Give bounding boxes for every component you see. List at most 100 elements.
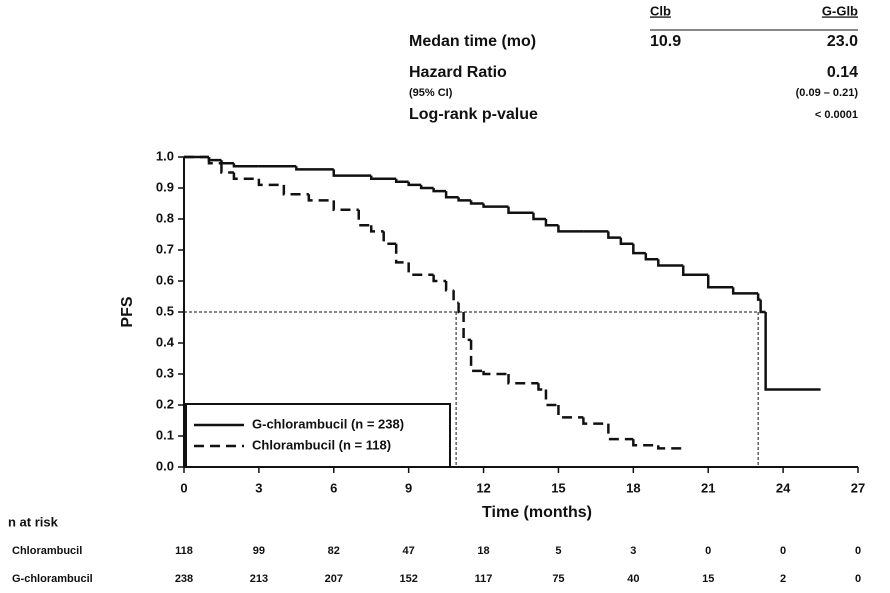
- legend-label: Chlorambucil (n = 118): [252, 437, 391, 452]
- km-step: [682, 265, 709, 277]
- y-tick-label: 0.3: [156, 365, 174, 380]
- risk-count: 0: [780, 545, 786, 557]
- x-tick-label: 3: [255, 480, 262, 495]
- km-step: [432, 188, 447, 193]
- km-step: [507, 374, 539, 385]
- risk-count: 75: [552, 573, 564, 585]
- risk-count: 238: [175, 573, 193, 585]
- km-step: [220, 163, 234, 174]
- km-step: [557, 405, 584, 419]
- km-step: [632, 243, 646, 255]
- stats-value: 10.9: [650, 33, 681, 50]
- km-step: [756, 293, 761, 301]
- risk-count: 117: [475, 573, 493, 585]
- risk-count: 3: [630, 545, 636, 557]
- risk-count: 0: [705, 545, 711, 557]
- x-tick-label: 15: [551, 480, 565, 495]
- risk-count: 47: [403, 545, 415, 557]
- x-tick-label: 24: [776, 480, 791, 495]
- km-step: [469, 339, 484, 373]
- risk-count: 0: [855, 545, 861, 557]
- x-tick-label: 27: [851, 480, 865, 495]
- x-tick-label: 6: [330, 480, 337, 495]
- stats-value: 23.0: [827, 33, 858, 50]
- legend-label: G-chlorambucil (n = 238): [252, 416, 404, 431]
- risk-count: 118: [175, 545, 193, 557]
- km-step: [544, 219, 559, 227]
- km-step: [582, 417, 609, 425]
- stats-value: < 0.0001: [815, 109, 858, 121]
- km-step: [537, 383, 546, 391]
- stats-label: (95% CI): [409, 87, 453, 99]
- km-step: [482, 370, 509, 376]
- km-step: [207, 157, 222, 165]
- km-step: [444, 191, 459, 199]
- y-tick-label: 0.4: [156, 334, 175, 349]
- x-tick-label: 0: [180, 480, 187, 495]
- km-step: [507, 206, 534, 215]
- km-step: [307, 194, 334, 202]
- km-step: [432, 274, 447, 283]
- y-tick-label: 0.2: [156, 396, 174, 411]
- km-step: [457, 197, 472, 202]
- km-step: [282, 184, 309, 196]
- risk-count: 2: [780, 573, 786, 585]
- y-tick-label: 1.0: [156, 148, 174, 163]
- km-step: [444, 281, 454, 292]
- risk-row-label: G-chlorambucil: [12, 573, 93, 585]
- x-axis-label: Time (months): [482, 504, 592, 521]
- risk-count: 0: [855, 573, 861, 585]
- km-step: [295, 166, 334, 171]
- km-step: [657, 259, 684, 267]
- km-step: [232, 163, 259, 168]
- km-step: [357, 209, 372, 227]
- km-step: [394, 178, 409, 184]
- km-step: [257, 178, 284, 187]
- y-tick-label: 0.8: [156, 210, 174, 225]
- risk-count: 152: [399, 573, 417, 585]
- y-tick-label: 0.7: [156, 241, 174, 256]
- stats-column-header: G-Glb: [822, 3, 858, 18]
- km-step: [382, 231, 397, 246]
- x-tick-label: 12: [476, 480, 490, 495]
- km-step: [532, 212, 546, 221]
- km-step: [764, 312, 821, 391]
- km-step: [482, 203, 509, 208]
- km-step: [607, 423, 634, 441]
- stats-label: Medan time (mo): [409, 33, 536, 50]
- y-tick-label: 0.0: [156, 458, 174, 473]
- km-step: [407, 262, 434, 277]
- km-step: [469, 200, 484, 205]
- y-tick-label: 0.9: [156, 179, 174, 194]
- km-step: [632, 439, 659, 447]
- km-step: [419, 184, 434, 190]
- km-step: [607, 231, 621, 239]
- km-step: [207, 157, 222, 162]
- y-tick-label: 0.1: [156, 427, 174, 442]
- km-step: [657, 445, 684, 450]
- risk-count: 207: [325, 573, 343, 585]
- km-step: [557, 225, 584, 233]
- risk-count: 15: [702, 573, 714, 585]
- km-step: [544, 389, 559, 407]
- km-step: [759, 299, 766, 314]
- km-step: [369, 225, 384, 233]
- risk-count: 40: [627, 573, 639, 585]
- km-step: [731, 287, 759, 295]
- risk-count: 18: [477, 545, 489, 557]
- y-tick-label: 0.5: [156, 303, 174, 318]
- x-tick-label: 21: [701, 480, 715, 495]
- km-step: [457, 302, 464, 314]
- legend-box: [185, 403, 451, 468]
- y-axis-label: PFS: [119, 296, 136, 327]
- stats-label: Hazard Ratio: [409, 64, 507, 81]
- km-step: [232, 172, 259, 180]
- risk-count: 5: [555, 545, 561, 557]
- risk-count: 213: [250, 573, 268, 585]
- km-step: [452, 290, 459, 304]
- km-step: [407, 181, 422, 187]
- km-step: [644, 253, 659, 261]
- x-tick-label: 9: [405, 480, 412, 495]
- km-step: [706, 274, 734, 289]
